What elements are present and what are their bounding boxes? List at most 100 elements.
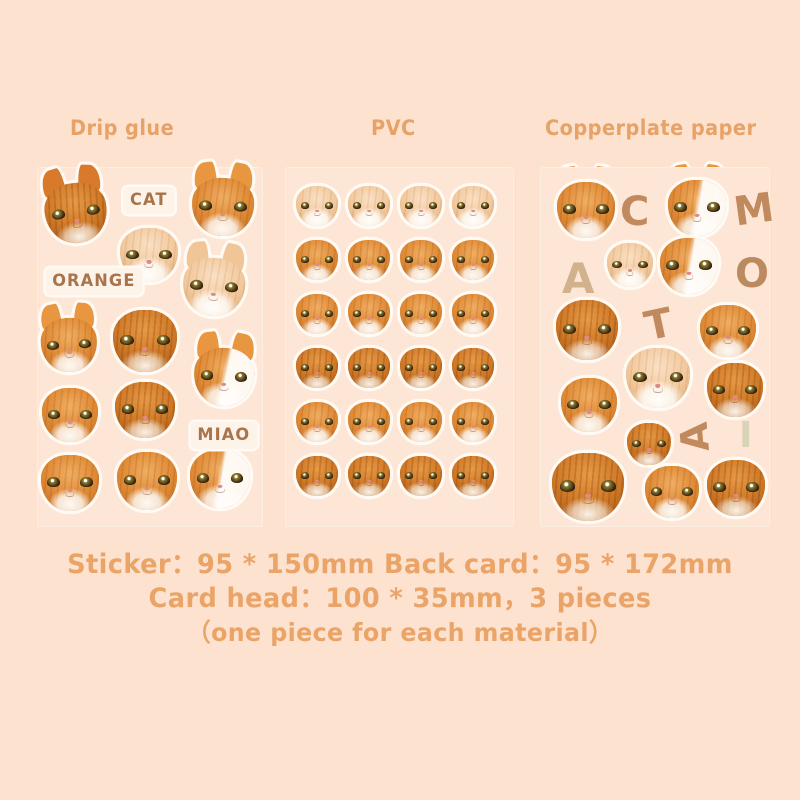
cat-face-sticker[interactable] xyxy=(557,182,615,238)
cat-face-sticker[interactable] xyxy=(348,402,390,442)
cat-face-sticker[interactable] xyxy=(660,238,718,294)
cat-eyes xyxy=(456,310,490,317)
cat-face-sticker[interactable] xyxy=(452,456,494,496)
cat-face-sticker[interactable] xyxy=(181,255,247,319)
cat-fur xyxy=(607,243,653,287)
cat-face-sticker[interactable] xyxy=(39,316,99,374)
cat-face-sticker[interactable] xyxy=(296,402,338,442)
cat-eye xyxy=(300,364,310,371)
cat-face-sticker[interactable] xyxy=(296,186,338,226)
cat-face-sticker[interactable] xyxy=(192,346,256,408)
cat-mouth xyxy=(140,419,150,424)
cat-fur xyxy=(561,378,617,432)
cat-face-sticker[interactable] xyxy=(400,240,442,280)
cat-face-sticker[interactable] xyxy=(115,382,175,438)
cat-eye xyxy=(428,310,438,317)
cat-eyes xyxy=(121,404,169,414)
cat-nose xyxy=(146,260,152,264)
letter-sticker-o-3[interactable]: O xyxy=(735,251,770,297)
cat-fur xyxy=(452,294,494,334)
cat-eyes xyxy=(563,204,609,214)
cat-face-sticker[interactable] xyxy=(400,186,442,226)
word-sticker-miao[interactable]: MIAO xyxy=(190,422,257,449)
cat-eye xyxy=(480,418,490,425)
cat-face-sticker[interactable] xyxy=(707,363,763,417)
cat-face-sticker[interactable] xyxy=(41,455,99,511)
cat-fur xyxy=(296,186,338,226)
cat-face-sticker[interactable] xyxy=(452,402,494,442)
cat-face-sticker[interactable] xyxy=(113,310,177,372)
letter-sticker-i-6[interactable]: I xyxy=(739,415,753,456)
cat-fur xyxy=(296,348,338,388)
cat-face-sticker[interactable] xyxy=(348,186,390,226)
cat-eyes xyxy=(300,310,334,317)
cat-eye xyxy=(376,418,386,425)
letter-sticker-a-5[interactable]: A xyxy=(671,420,718,454)
cat-face-sticker[interactable] xyxy=(700,305,756,357)
cat-face-sticker[interactable] xyxy=(348,456,390,496)
cat-fur xyxy=(557,182,615,238)
cat-face-sticker[interactable] xyxy=(645,466,699,518)
cat-face-sticker[interactable] xyxy=(627,423,671,465)
cat-face-sticker[interactable] xyxy=(607,243,653,287)
cat-face-sticker[interactable] xyxy=(400,456,442,496)
cat-face-sticker[interactable] xyxy=(296,456,338,496)
cat-face-sticker[interactable] xyxy=(452,240,494,280)
cat-fur xyxy=(348,240,390,280)
cat-eye xyxy=(300,256,310,263)
cat-mouth xyxy=(684,275,694,280)
cat-eye xyxy=(404,202,414,209)
cat-face-sticker[interactable] xyxy=(707,460,765,516)
cat-face-sticker[interactable] xyxy=(400,402,442,442)
cat-face-sticker[interactable] xyxy=(190,450,250,508)
cat-face-sticker[interactable] xyxy=(41,178,111,248)
cat-face-sticker[interactable] xyxy=(668,180,726,236)
cat-fur xyxy=(41,455,99,511)
cat-face-sticker[interactable] xyxy=(296,294,338,334)
cat-fur xyxy=(41,178,111,248)
word-sticker-cat[interactable]: CAT xyxy=(123,187,175,214)
letter-sticker-t-4[interactable]: T xyxy=(640,299,677,351)
cat-face-sticker[interactable] xyxy=(348,294,390,334)
cat-nose xyxy=(419,210,423,213)
cat-nose xyxy=(367,264,371,267)
cat-face-sticker[interactable] xyxy=(348,348,390,388)
cat-nose xyxy=(315,264,319,267)
cat-face-sticker[interactable] xyxy=(296,240,338,280)
letter-sticker-a-2[interactable]: A xyxy=(562,254,595,303)
cat-eye xyxy=(456,418,466,425)
cat-eye xyxy=(352,472,362,479)
cat-face-sticker[interactable] xyxy=(452,186,494,226)
cat-face-sticker[interactable] xyxy=(556,300,618,360)
cat-face-sticker[interactable] xyxy=(552,453,624,521)
cat-face-sticker[interactable] xyxy=(191,176,255,238)
cat-face-sticker[interactable] xyxy=(626,348,690,408)
cat-eyes xyxy=(196,473,244,484)
cat-face-sticker[interactable] xyxy=(452,348,494,388)
cat-eyes xyxy=(120,334,170,346)
cat-face-sticker[interactable] xyxy=(561,378,617,432)
cat-fur xyxy=(452,348,494,388)
cat-nose xyxy=(694,213,700,217)
cat-eyes xyxy=(352,202,386,209)
cat-face-sticker[interactable] xyxy=(452,294,494,334)
cat-face-sticker[interactable] xyxy=(400,294,442,334)
letter-sticker-c-0[interactable]: C xyxy=(620,189,650,235)
cat-eye xyxy=(404,256,414,263)
cat-face-sticker[interactable] xyxy=(42,388,98,442)
cat-nose xyxy=(142,347,148,351)
word-sticker-orange[interactable]: ORANGE xyxy=(45,268,143,295)
cat-fur xyxy=(296,294,338,334)
letter-sticker-m-1[interactable]: M xyxy=(730,184,777,236)
cat-eye xyxy=(300,418,310,425)
cat-nose xyxy=(471,426,475,429)
cat-face-sticker[interactable] xyxy=(296,348,338,388)
cat-eye xyxy=(156,334,170,346)
cat-face-sticker[interactable] xyxy=(348,240,390,280)
cat-face-sticker[interactable] xyxy=(117,452,177,510)
cat-face-sticker[interactable] xyxy=(400,348,442,388)
cat-nose xyxy=(217,484,223,489)
cat-eyes xyxy=(713,482,759,492)
cat-mouth xyxy=(469,266,477,270)
cat-mouth xyxy=(723,339,733,344)
